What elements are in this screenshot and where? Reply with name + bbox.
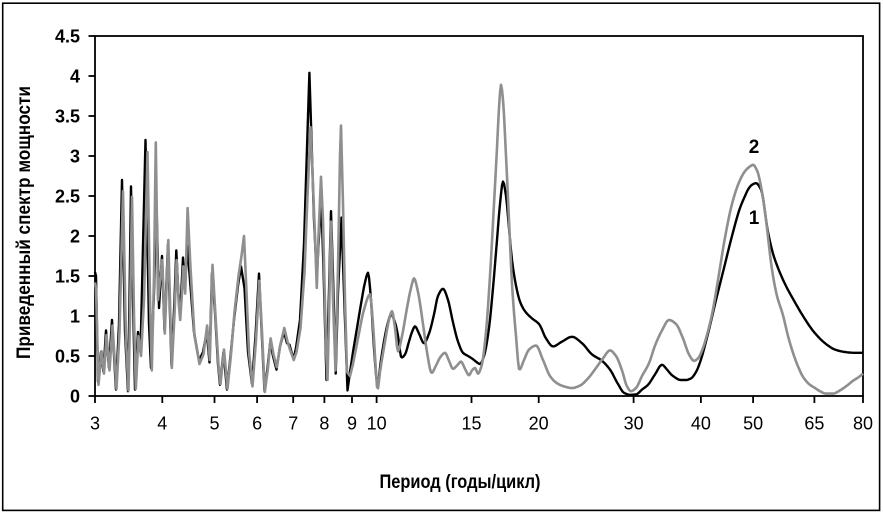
svg-text:5: 5 xyxy=(209,414,219,434)
svg-text:1: 1 xyxy=(749,208,760,229)
svg-text:9: 9 xyxy=(347,414,357,434)
svg-text:6: 6 xyxy=(252,414,262,434)
svg-text:40: 40 xyxy=(691,414,711,434)
svg-text:2: 2 xyxy=(70,227,80,247)
svg-text:65: 65 xyxy=(804,414,824,434)
svg-text:10: 10 xyxy=(367,414,387,434)
svg-text:0: 0 xyxy=(70,387,80,407)
svg-text:15: 15 xyxy=(461,414,481,434)
svg-text:50: 50 xyxy=(743,414,763,434)
svg-text:3.5: 3.5 xyxy=(55,107,80,127)
svg-text:1.5: 1.5 xyxy=(55,267,80,287)
svg-text:80: 80 xyxy=(853,414,873,434)
svg-text:20: 20 xyxy=(529,414,549,434)
svg-text:4: 4 xyxy=(70,67,80,87)
svg-text:Приведенный спектр мощности: Приведенный спектр мощности xyxy=(14,86,35,359)
svg-text:4: 4 xyxy=(157,414,167,434)
svg-text:4.5: 4.5 xyxy=(55,27,80,47)
svg-text:1: 1 xyxy=(70,307,80,327)
svg-text:Период (годы/цикл): Период (годы/цикл) xyxy=(380,472,541,493)
svg-text:2.5: 2.5 xyxy=(55,187,80,207)
svg-text:0.5: 0.5 xyxy=(55,347,80,367)
svg-text:30: 30 xyxy=(624,414,644,434)
svg-text:7: 7 xyxy=(288,414,298,434)
svg-text:3: 3 xyxy=(90,414,100,434)
svg-text:8: 8 xyxy=(319,414,329,434)
svg-text:2: 2 xyxy=(749,137,760,158)
svg-text:3: 3 xyxy=(70,147,80,167)
